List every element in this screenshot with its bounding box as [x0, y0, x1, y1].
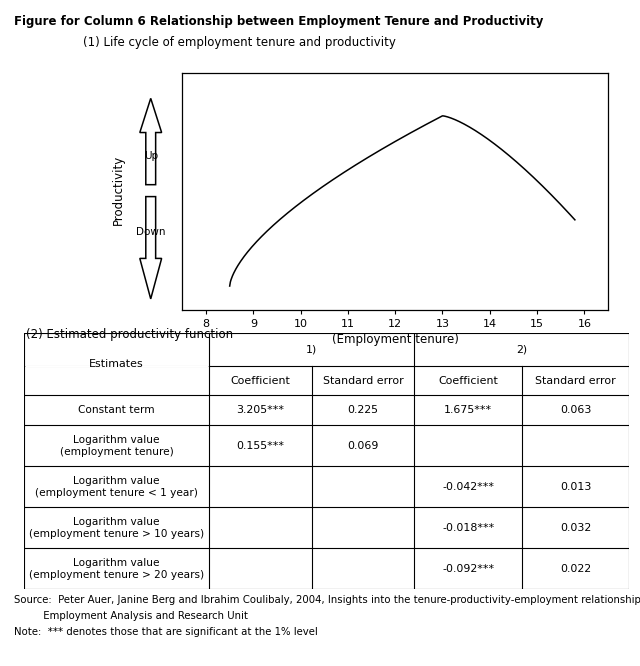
Text: Coefficient: Coefficient: [438, 376, 498, 386]
Text: Down: Down: [136, 226, 166, 237]
Text: Productivity: Productivity: [112, 155, 125, 225]
Text: Logarithm value
(employment tenure): Logarithm value (employment tenure): [60, 435, 173, 456]
Text: Standard error: Standard error: [323, 376, 403, 386]
Polygon shape: [140, 196, 162, 299]
Text: 1.675***: 1.675***: [444, 406, 492, 416]
X-axis label: (Employment tenure): (Employment tenure): [332, 333, 459, 346]
Text: Employment Analysis and Research Unit: Employment Analysis and Research Unit: [14, 611, 248, 621]
Text: Logarithm value
(employment tenure < 1 year): Logarithm value (employment tenure < 1 y…: [35, 476, 198, 498]
Text: (2) Estimated productivity function: (2) Estimated productivity function: [26, 328, 233, 342]
Text: Estimates: Estimates: [89, 359, 144, 369]
Text: 1): 1): [306, 344, 317, 354]
Text: 3.205***: 3.205***: [236, 406, 284, 416]
Text: Logarithm value
(employment tenure > 20 years): Logarithm value (employment tenure > 20 …: [29, 558, 204, 579]
Text: 0.013: 0.013: [560, 482, 591, 492]
Text: 0.069: 0.069: [348, 441, 379, 451]
Text: Logarithm value
(employment tenure > 10 years): Logarithm value (employment tenure > 10 …: [29, 517, 204, 539]
Text: 2): 2): [516, 344, 527, 354]
Text: 0.032: 0.032: [560, 523, 591, 533]
Text: Figure for Column 6 Relationship between Employment Tenure and Productivity: Figure for Column 6 Relationship between…: [14, 15, 543, 28]
Text: 0.063: 0.063: [560, 406, 591, 416]
Text: (1) Life cycle of employment tenure and productivity: (1) Life cycle of employment tenure and …: [83, 36, 396, 49]
Text: -0.042***: -0.042***: [442, 482, 494, 492]
Text: -0.018***: -0.018***: [442, 523, 494, 533]
Polygon shape: [140, 99, 162, 184]
Text: Note:  *** denotes those that are significant at the 1% level: Note: *** denotes those that are signifi…: [14, 627, 318, 637]
Text: 0.225: 0.225: [348, 406, 378, 416]
Text: 0.155***: 0.155***: [236, 441, 284, 451]
Text: Up: Up: [143, 151, 158, 161]
Text: -0.092***: -0.092***: [442, 564, 494, 574]
Text: 0.022: 0.022: [560, 564, 591, 574]
Text: Standard error: Standard error: [535, 376, 616, 386]
Text: Constant term: Constant term: [78, 406, 155, 416]
Text: Source:  Peter Auer, Janine Berg and Ibrahim Coulibaly, 2004, Insights into the : Source: Peter Auer, Janine Berg and Ibra…: [14, 595, 640, 605]
Text: Coefficient: Coefficient: [230, 376, 290, 386]
